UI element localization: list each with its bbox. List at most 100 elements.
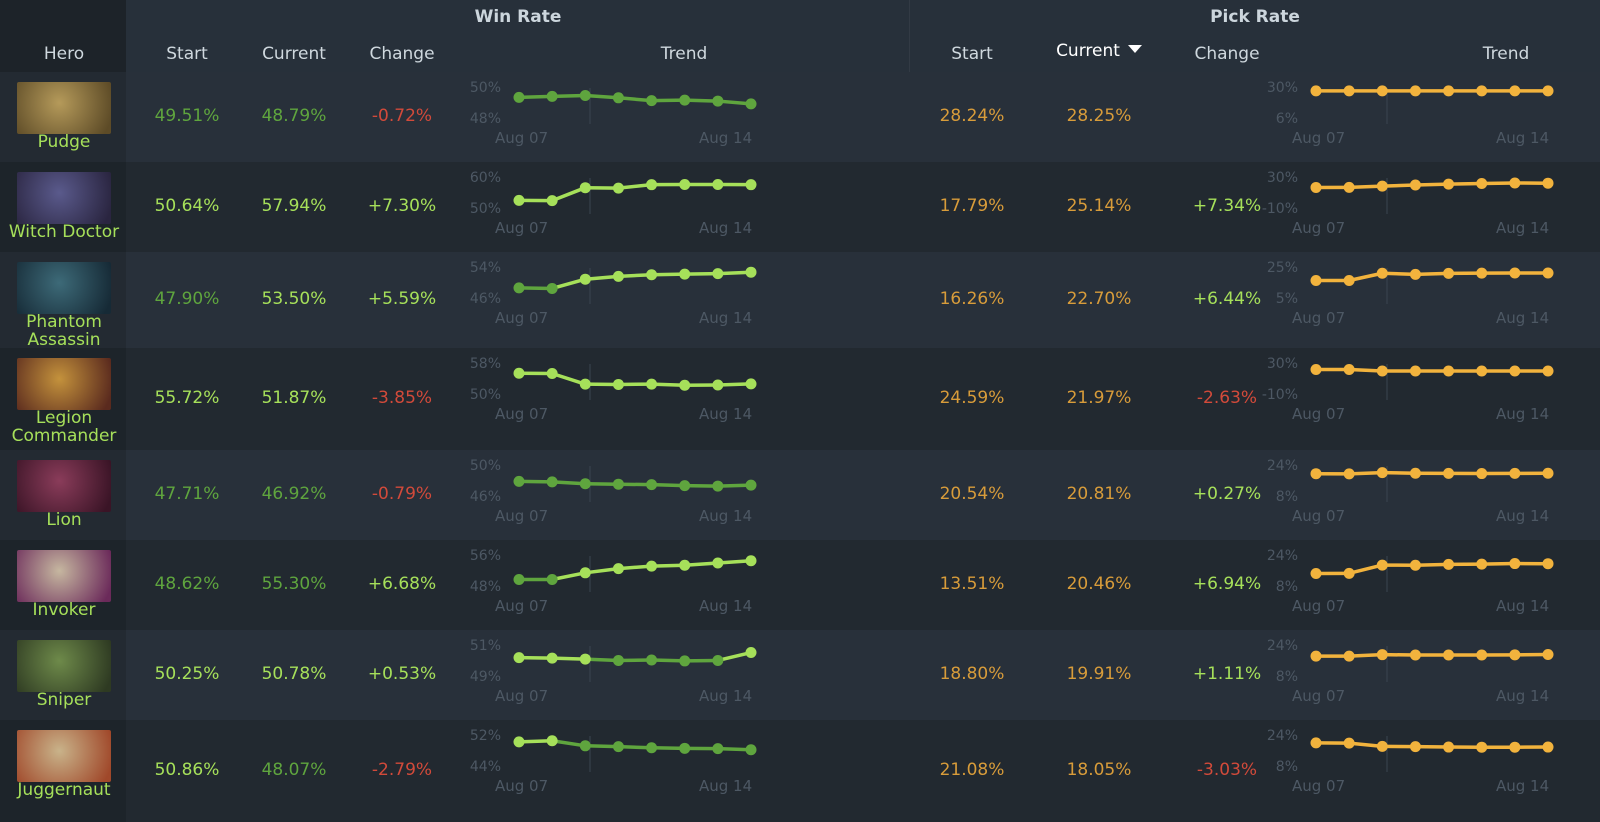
wr-trend-point [679,559,691,571]
table-row[interactable]: Lion 47.71% 46.92% -0.79% 20.54% 20.81% +0.27%… [0,450,1600,540]
wr-trend-segment [550,571,588,582]
pr-trend-point [1376,267,1388,279]
pr-start-value: 20.54% [939,484,1005,504]
table-row[interactable]: Witch Doctor 50.64% 57.94% +7.30% 17.79% 25.1… [0,162,1600,252]
hero-name[interactable]: Commander [11,426,117,446]
pr-trend-point [1509,467,1521,479]
table-row[interactable]: Pudge 49.51% 48.79% -0.72% 28.24% 28.25% 50% 48… [0,72,1600,162]
table-row[interactable]: Sniper 50.25% 50.78% +0.53% 18.80% 19.91% +1.1… [0,630,1600,720]
pick-rate-group-header: Pick Rate [1210,7,1300,27]
table-row[interactable]: Phantom Assassin 47.90% 53.50% +5.59% 16.26% 2… [0,252,1600,350]
wr-trend-point [546,735,558,747]
invoker-portrait[interactable] [17,550,111,602]
wr-start-value: 50.25% [154,664,220,684]
wr-trend-segment [550,739,588,748]
wr-trend-point [745,378,757,390]
hero-name[interactable]: Assassin [27,330,101,350]
pr-axis-min-label: 5% [1276,291,1298,307]
hero-name[interactable]: Invoker [32,600,96,620]
wr-trend-point [745,555,757,567]
hero-cell[interactable]: Legion Commander [0,348,126,450]
hero-cell[interactable]: Pudge [0,72,126,162]
hero-cell[interactable]: Juggernaut [0,720,126,822]
lion-portrait[interactable] [17,460,111,512]
wr-trend-point [712,557,724,569]
wr-trend-segment [550,371,588,386]
table-row[interactable]: Invoker 48.62% 55.30% +6.68% 13.51% 20.46% +6.… [0,540,1600,630]
wr-trend-point [646,742,658,754]
pr-trend-segment [1413,562,1451,567]
pr-trend-column-header[interactable]: Trend [1482,44,1530,64]
phantom-assassin-portrait[interactable] [17,262,111,314]
wr-x-start-label: Aug 07 [495,687,548,705]
pr-axis-max-label: 30% [1267,356,1298,372]
wr-trend-segment [517,739,554,744]
hero-name[interactable]: Pudge [37,132,91,152]
wr-change-column-header[interactable]: Change [369,44,435,64]
pr-trend-point [1310,468,1322,480]
pr-trend-point [1476,558,1488,570]
pr-trend-point [1542,85,1554,97]
pr-change-value: +7.34% [1192,196,1262,216]
wr-axis-min-label: 46% [470,291,501,307]
wr-current-column-header[interactable]: Current [262,44,326,64]
wr-trend-point [612,654,624,666]
witch-doctor-portrait[interactable] [17,172,111,224]
pr-trend-point [1443,467,1455,479]
hero-name[interactable]: Sniper [36,690,92,710]
hero-cell[interactable]: Lion [0,450,126,540]
pr-current-column-header[interactable]: Current [1029,37,1169,65]
wr-trend-sparkline: 56% 48% Aug 07 Aug 14 [470,548,757,615]
hero-cell[interactable]: Phantom Assassin [0,252,126,350]
pr-trend-point [1409,179,1421,191]
pr-axis-max-label: 24% [1267,728,1298,744]
pr-current-value: 25.14% [1066,196,1132,216]
pr-change-column-header[interactable]: Change [1194,44,1260,64]
hero-name[interactable]: Lion [46,510,82,530]
pr-axis-max-label: 30% [1267,80,1298,96]
pr-axis-min-label: 8% [1276,489,1298,505]
pr-trend-point [1476,85,1488,97]
pr-current-value: 20.46% [1066,574,1132,594]
pr-start-column-header[interactable]: Start [951,44,993,64]
pr-axis-min-label: 6% [1276,111,1298,127]
hero-name[interactable]: Juggernaut [17,780,111,800]
hero-cell[interactable]: Witch Doctor [0,162,126,252]
hero-name[interactable]: Phantom [26,312,102,332]
wr-trend-point [712,178,724,190]
hero-column-header[interactable]: Hero [43,44,85,64]
hero-cell[interactable]: Invoker [0,540,126,630]
pr-x-start-label: Aug 07 [1292,219,1345,237]
wr-trend-point [712,480,724,492]
wr-trend-point [745,479,757,491]
pr-current-value: 19.91% [1066,664,1132,684]
sniper-portrait[interactable] [17,640,111,692]
wr-trend-segment [649,563,687,568]
juggernaut-portrait[interactable] [17,730,111,782]
pr-start-value: 16.26% [939,289,1005,309]
pr-trend-point [1376,85,1388,97]
wr-trend-column-header[interactable]: Trend [660,44,708,64]
pudge-portrait[interactable] [17,82,111,134]
pr-current-value: 18.05% [1066,760,1132,780]
pr-trend-point [1443,649,1455,661]
hero-name[interactable]: Witch Doctor [8,222,120,242]
pr-trend-segment [1380,470,1418,476]
table-row[interactable]: Legion Commander 55.72% 51.87% -3.85% 24.59% 2… [0,348,1600,450]
wr-trend-segment [682,271,720,276]
pr-trend-point [1376,180,1388,192]
wr-x-start-label: Aug 07 [495,219,548,237]
wr-trend-segment [682,561,720,567]
legion-commander-portrait[interactable] [17,358,111,410]
wr-start-column-header[interactable]: Start [166,44,208,64]
pr-axis-max-label: 24% [1267,458,1298,474]
hero-cell[interactable]: Sniper [0,630,126,720]
wr-trend-point [579,378,591,390]
table-row[interactable]: Juggernaut 50.86% 48.07% -2.79% 21.08% 18.05%… [0,720,1600,822]
wr-trend-point [579,567,591,579]
pr-axis-max-label: 25% [1267,260,1298,276]
hero-name[interactable]: Legion [35,408,93,428]
wr-trend-point [679,178,691,190]
wr-trend-segment [716,559,753,565]
pr-trend-segment [1347,652,1385,658]
